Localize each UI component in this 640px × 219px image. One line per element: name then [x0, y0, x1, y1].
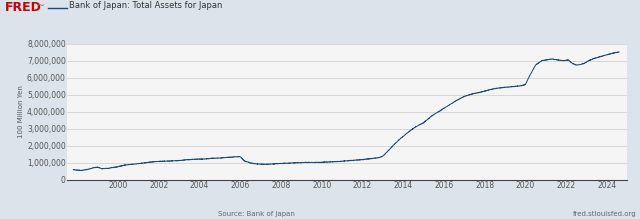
Text: Bank of Japan: Total Assets for Japan: Bank of Japan: Total Assets for Japan — [69, 1, 223, 10]
Text: ~: ~ — [37, 1, 45, 11]
Text: FRED: FRED — [5, 1, 42, 14]
Text: fred.stlouisfed.org: fred.stlouisfed.org — [573, 211, 637, 217]
Text: Source: Bank of Japan: Source: Bank of Japan — [218, 211, 294, 217]
Y-axis label: 100 Million Yen: 100 Million Yen — [18, 85, 24, 138]
